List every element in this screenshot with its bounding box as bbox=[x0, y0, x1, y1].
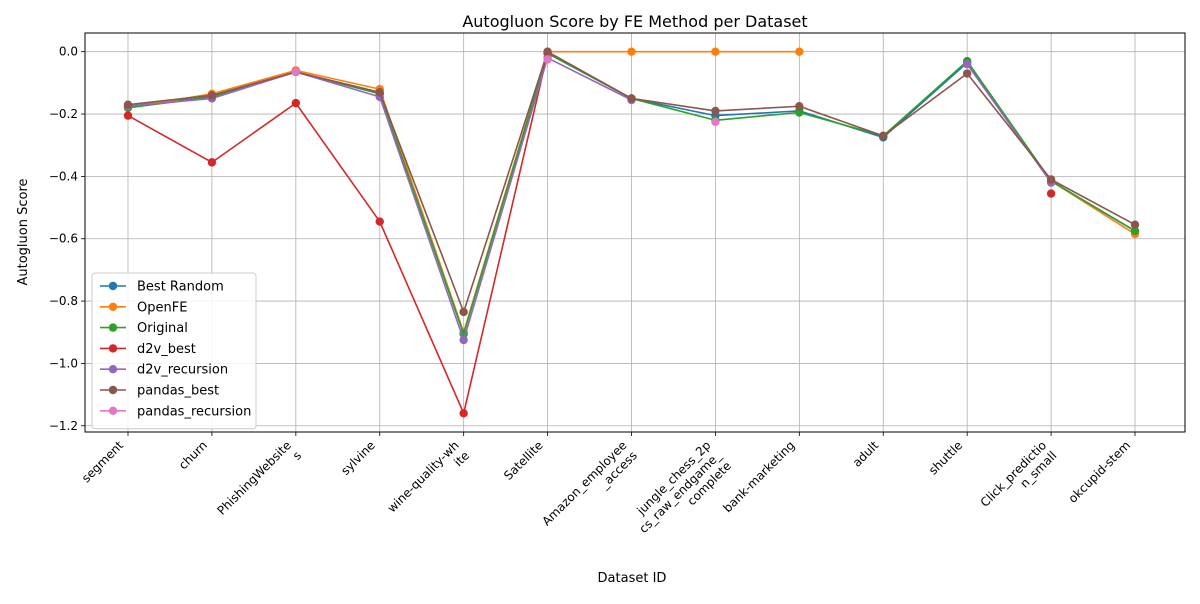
data-point bbox=[879, 131, 888, 141]
data-point bbox=[795, 47, 804, 56]
data-point bbox=[795, 108, 804, 117]
legend-label: pandas_recursion bbox=[137, 404, 251, 419]
data-point bbox=[962, 59, 972, 69]
data-point bbox=[1046, 175, 1056, 184]
legend-marker bbox=[108, 365, 118, 374]
legend-label: OpenFE bbox=[137, 300, 187, 315]
legend-marker bbox=[108, 302, 118, 311]
legend-box bbox=[91, 272, 257, 430]
legend-label: pandas_best bbox=[137, 384, 219, 399]
data-point bbox=[543, 47, 552, 56]
data-point bbox=[1130, 220, 1140, 229]
data-point bbox=[123, 100, 133, 109]
data-point bbox=[962, 69, 972, 78]
data-point bbox=[207, 91, 217, 100]
data-point bbox=[711, 106, 720, 116]
series-line bbox=[127, 53, 549, 415]
y-tick-label: −1.0 bbox=[49, 356, 78, 370]
legend-marker bbox=[108, 385, 118, 395]
data-point bbox=[123, 111, 133, 120]
data-point bbox=[207, 158, 217, 167]
data-point bbox=[795, 102, 804, 111]
y-axis-label: Autogluon Score bbox=[16, 178, 31, 285]
series-layer bbox=[123, 47, 1140, 418]
legend-label: d2v_best bbox=[137, 342, 196, 357]
legend: Best Random OpenFE Original d2v_best d2v_rec… bbox=[91, 272, 257, 430]
data-point bbox=[711, 47, 720, 56]
legend-marker bbox=[108, 323, 118, 332]
legend-label: Original bbox=[137, 321, 188, 336]
data-point bbox=[459, 409, 468, 418]
y-tick-label: −0.4 bbox=[49, 169, 78, 183]
data-point bbox=[375, 88, 384, 97]
data-point bbox=[627, 47, 636, 56]
series-pandas-recursion bbox=[291, 55, 720, 127]
legend-marker bbox=[108, 406, 118, 415]
y-tick-label: −0.2 bbox=[49, 107, 78, 121]
data-point bbox=[375, 217, 384, 226]
legend-marker bbox=[108, 344, 118, 353]
legend-label: d2v_recursion bbox=[137, 363, 228, 378]
data-point bbox=[711, 117, 720, 127]
y-tick-label: −0.6 bbox=[49, 232, 78, 246]
data-point bbox=[1046, 189, 1056, 198]
x-axis-label: Dataset ID bbox=[598, 571, 667, 586]
data-point bbox=[459, 335, 468, 345]
plot-frame bbox=[84, 32, 1186, 433]
data-point bbox=[291, 98, 301, 108]
y-tick-label: −1.2 bbox=[49, 419, 78, 433]
data-point bbox=[291, 67, 301, 77]
data-point bbox=[459, 307, 468, 317]
chart-title: Autogluon Score by FE Method per Dataset bbox=[462, 12, 807, 31]
legend-marker bbox=[108, 281, 118, 291]
data-point bbox=[543, 55, 552, 64]
legend-label: Best Random bbox=[137, 280, 224, 295]
data-point bbox=[627, 94, 636, 103]
data-point bbox=[1130, 226, 1140, 236]
y-tick-label: −0.8 bbox=[49, 294, 78, 308]
y-tick-label: 0.0 bbox=[59, 45, 78, 59]
